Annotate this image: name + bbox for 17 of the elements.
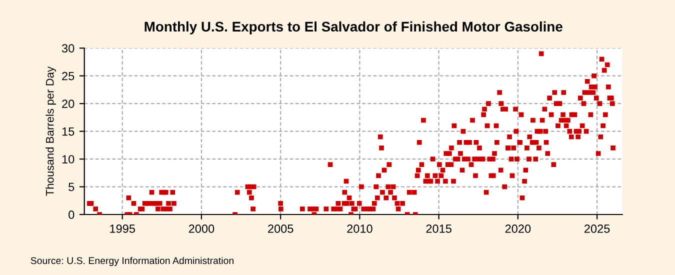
x-tick-label: 2010 (347, 224, 372, 233)
x-tick-label: 2020 (505, 224, 531, 233)
x-tick-label: 2025 (584, 224, 610, 233)
x-tick-label: 2005 (268, 224, 294, 233)
y-axis-title: Thousand Barrels per Day (46, 66, 56, 196)
y-tick-label: 0 (68, 210, 74, 219)
y-tick-label: 15 (62, 127, 74, 136)
x-tick-label: 2015 (426, 224, 452, 233)
y-tick-label: 30 (62, 44, 74, 53)
x-tick-label: 1995 (110, 224, 135, 233)
chart-title: Monthly U.S. Exports to El Salvador of Finished Motor Gasoline (144, 21, 562, 34)
y-tick-label: 5 (68, 182, 74, 192)
y-tick-label: 10 (62, 155, 74, 164)
x-tick-label: 2000 (188, 224, 214, 233)
y-tick-label: 25 (62, 72, 74, 80)
source-note: Source: U.S. Energy Information Administration (30, 256, 234, 266)
y-tick-label: 20 (62, 100, 74, 108)
